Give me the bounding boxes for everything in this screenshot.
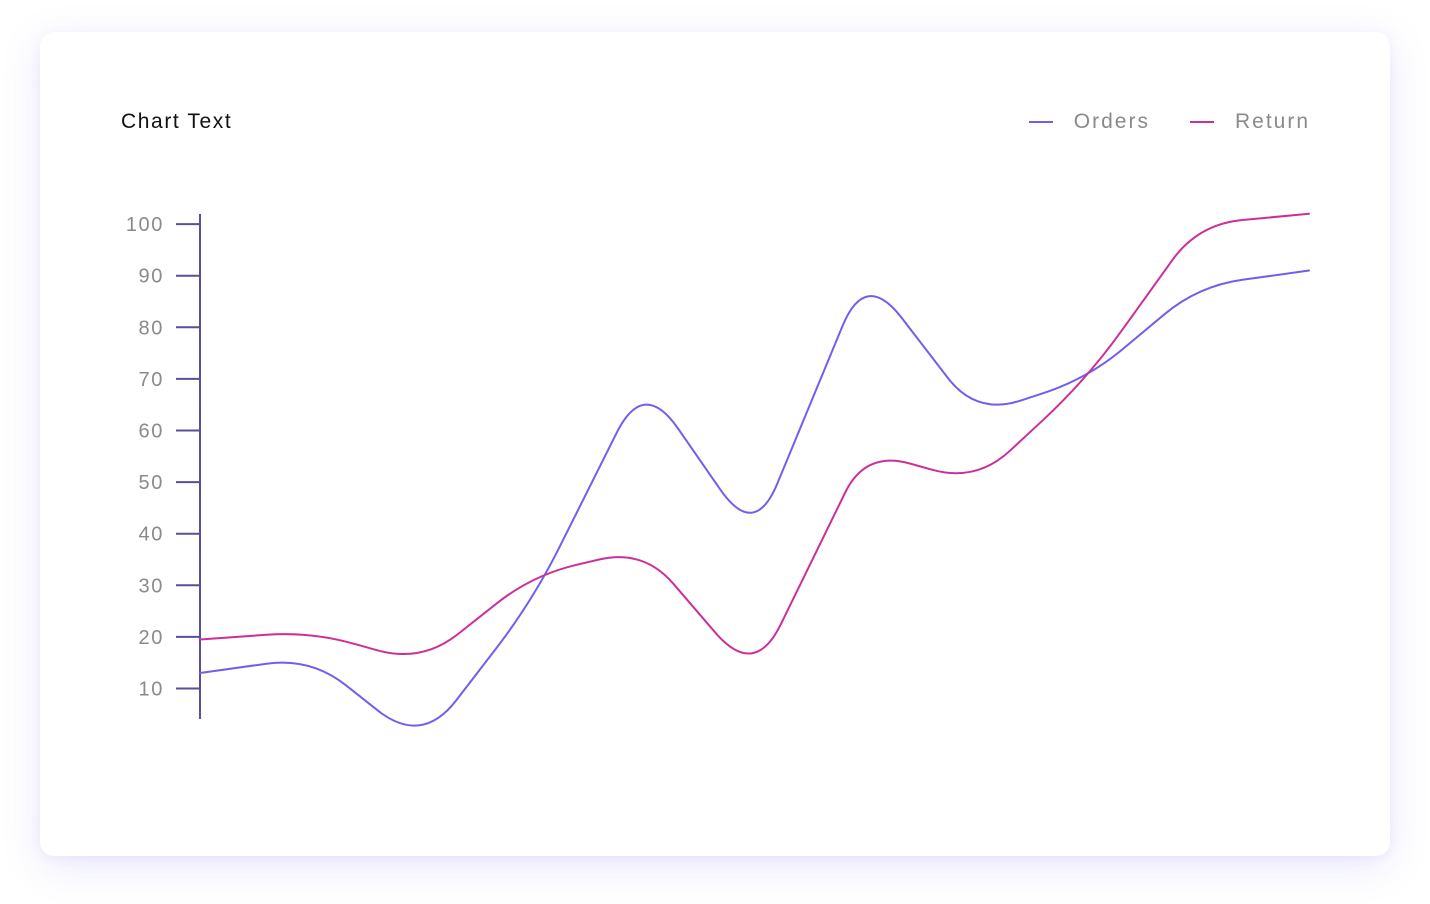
legend-item-orders[interactable]: Orders xyxy=(1028,110,1150,134)
y-tick-label: 10 xyxy=(139,679,164,701)
y-tick-label: 50 xyxy=(139,472,164,494)
y-tick-label: 20 xyxy=(139,627,164,649)
y-tick-label: 70 xyxy=(139,369,164,391)
chart-title: Chart Text xyxy=(121,110,233,133)
legend-item-return[interactable]: Return xyxy=(1189,110,1310,134)
y-tick-label: 60 xyxy=(139,421,164,443)
series-lines xyxy=(199,212,1310,727)
chart-card: Chart Text Orders Return 10 20 30 40 50 60 70 8… xyxy=(40,32,1390,856)
line-chart-svg: 10 20 30 40 50 60 70 80 90 100 xyxy=(126,212,1310,727)
y-tick-label: 80 xyxy=(139,317,164,339)
legend-swatch-orders xyxy=(1028,121,1053,123)
y-axis: 10 20 30 40 50 60 70 80 90 100 xyxy=(126,214,201,719)
legend-label-return: Return xyxy=(1234,110,1310,133)
y-tick-label: 40 xyxy=(139,524,164,546)
series-line-orders[interactable] xyxy=(199,269,1310,727)
chart-legend: Orders Return xyxy=(989,110,1310,134)
legend-label-orders: Orders xyxy=(1073,110,1150,133)
y-tick-label: 90 xyxy=(139,266,164,288)
y-tick-label: 30 xyxy=(139,575,164,597)
legend-swatch-return xyxy=(1189,121,1214,123)
series-line-return[interactable] xyxy=(199,212,1310,656)
y-tick-label: 100 xyxy=(126,214,164,236)
